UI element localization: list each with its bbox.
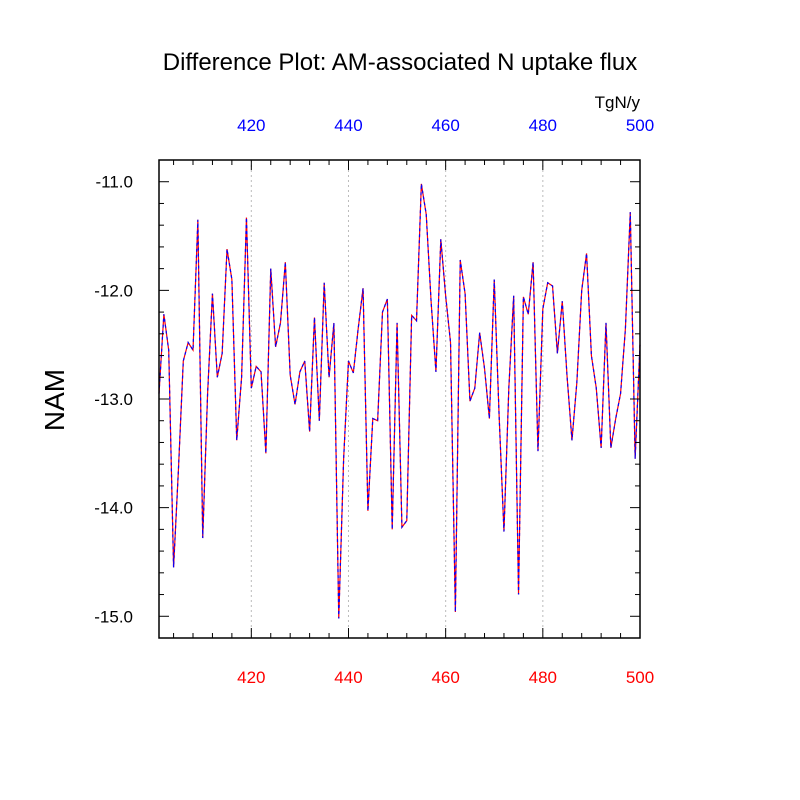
plot-frame bbox=[158, 159, 641, 639]
y-axis-label: NAM bbox=[39, 369, 70, 431]
chart-title: Difference Plot: AM-associated N uptake … bbox=[163, 49, 637, 76]
series-layer bbox=[158, 183, 641, 619]
x-tick-label-bottom: 500 bbox=[626, 668, 654, 687]
x-tick-label-top: 480 bbox=[529, 116, 557, 135]
y-tick-label: -11.0 bbox=[96, 173, 134, 192]
y-tick-label: -14.0 bbox=[94, 499, 133, 518]
x-tick-label-bottom: 420 bbox=[237, 668, 265, 687]
y-tick-label: -12.0 bbox=[94, 281, 133, 300]
series-line-blue-dashed bbox=[158, 183, 641, 619]
units-label: TgN/y bbox=[595, 93, 641, 112]
x-tick-label-top: 500 bbox=[626, 116, 654, 135]
y-tick-label: -15.0 bbox=[94, 607, 133, 626]
x-tick-label-bottom: 480 bbox=[529, 668, 557, 687]
x-tick-label-top: 460 bbox=[431, 116, 459, 135]
x-tick-label-bottom: 440 bbox=[334, 668, 362, 687]
y-tick-label: -13.0 bbox=[94, 390, 133, 409]
tick-labels: 420 420 440 440 460 460 480 480 500 500 -11.0 -12.0… bbox=[94, 116, 654, 687]
x-tick-label-bottom: 460 bbox=[431, 668, 459, 687]
axis-ticks bbox=[159, 159, 641, 639]
x-tick-label-top: 440 bbox=[334, 116, 362, 135]
x-tick-label-top: 420 bbox=[237, 116, 265, 135]
